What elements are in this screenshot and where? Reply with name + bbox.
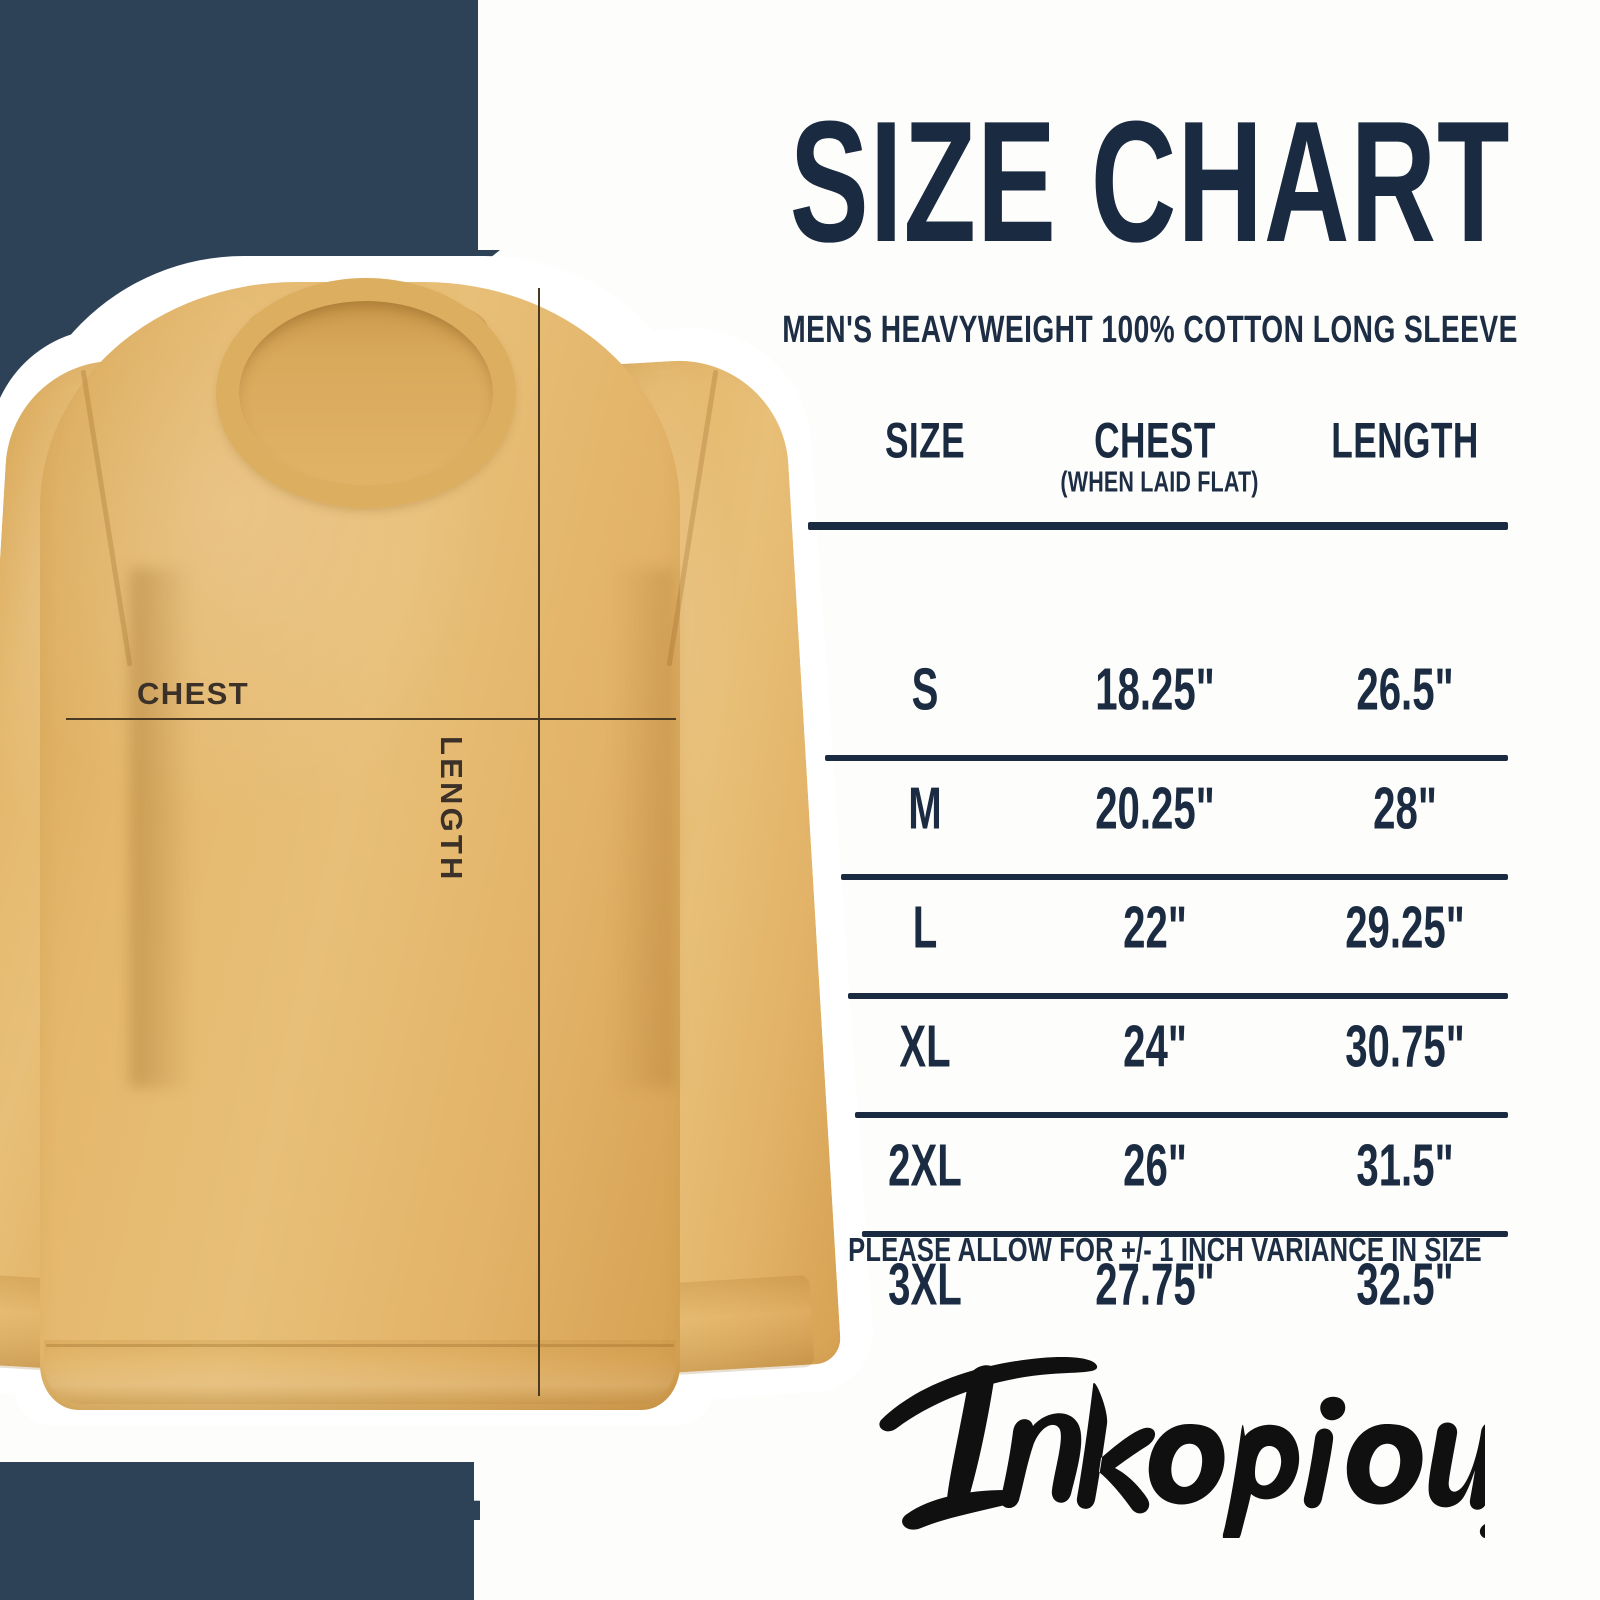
variance-note: PLEASE ALLOW FOR +/- 1 INCH VARIANCE IN …: [848, 1232, 1482, 1270]
chest-measure-line: [66, 718, 676, 720]
table-row: L 22" 29.25": [795, 880, 1525, 999]
size-table-body: S 18.25" 26.5" M 20.25" 28" L 22" 29.25" XL 24" 30.…: [795, 642, 1525, 1356]
shirt-collar-rib-texture: [216, 278, 516, 508]
table-row: XL 24" 30.75": [795, 999, 1525, 1118]
brand-logo: R: [845, 1328, 1600, 1544]
row-divider: [848, 993, 1508, 999]
shirt-right-arm-shadow: [600, 568, 674, 1088]
shirt-hem-stitch: [46, 1344, 674, 1347]
cell-size: L: [912, 895, 938, 962]
cell-length: 28": [1373, 776, 1437, 843]
cell-size: 3XL: [888, 1252, 962, 1319]
row-divider: [862, 1231, 1508, 1237]
cell-chest: 26": [1123, 1133, 1187, 1200]
column-header-chest: CHEST: [1094, 412, 1216, 469]
cell-length: 26.5": [1356, 657, 1454, 724]
table-row: M 20.25" 28": [795, 761, 1525, 880]
length-measure-line: [538, 288, 540, 1396]
table-row: 2XL 26" 31.5": [795, 1118, 1525, 1237]
shirt-left-arm-shadow: [130, 568, 204, 1088]
cell-length: 31.5": [1356, 1133, 1454, 1200]
column-header-length: LENGTH: [1331, 412, 1479, 469]
cell-chest: 22": [1123, 895, 1187, 962]
cell-size: XL: [899, 1014, 951, 1081]
page-title: SIZE CHART: [789, 86, 1511, 279]
size-table-header: SIZE CHEST LENGTH (WHEN LAID FLAT): [795, 412, 1525, 530]
row-divider: [841, 874, 1508, 880]
cell-chest: 27.75": [1095, 1252, 1215, 1319]
cell-length: 29.25": [1345, 895, 1465, 962]
shirt-hem: [44, 1340, 676, 1404]
cell-chest: 24": [1123, 1014, 1187, 1081]
inkopious-wordmark-icon: R: [879, 1356, 1600, 1544]
shirt-illustration: CHEST LENGTH: [0, 248, 878, 1428]
cell-length: 32.5": [1356, 1252, 1454, 1319]
length-measure-label: LENGTH: [434, 736, 469, 883]
cell-length: 30.75": [1345, 1014, 1465, 1081]
cell-size: 2XL: [888, 1133, 962, 1200]
cell-size: S: [911, 657, 939, 724]
cell-chest: 18.25": [1095, 657, 1215, 724]
cell-size: M: [908, 776, 942, 843]
navy-panel-bottom: [0, 1462, 474, 1600]
page-subtitle: MEN'S HEAVYWEIGHT 100% COTTON LONG SLEEV…: [782, 308, 1518, 351]
row-divider: [825, 755, 1508, 761]
row-divider: [855, 1112, 1508, 1118]
column-header-size: SIZE: [884, 412, 966, 469]
table-row: S 18.25" 26.5": [795, 642, 1525, 761]
table-row: 3XL 27.75" 32.5": [795, 1237, 1525, 1356]
content-column: SIZE CHART MEN'S HEAVYWEIGHT 100% COTTON…: [700, 0, 1600, 1600]
cell-chest: 20.25": [1095, 776, 1215, 843]
chest-measure-label: CHEST: [137, 676, 250, 711]
chest-subnote: (WHEN LAID FLAT): [1060, 466, 1259, 499]
size-table: SIZE CHEST LENGTH (WHEN LAID FLAT) S 18.2…: [795, 412, 1525, 1356]
header-rule: [808, 522, 1508, 530]
